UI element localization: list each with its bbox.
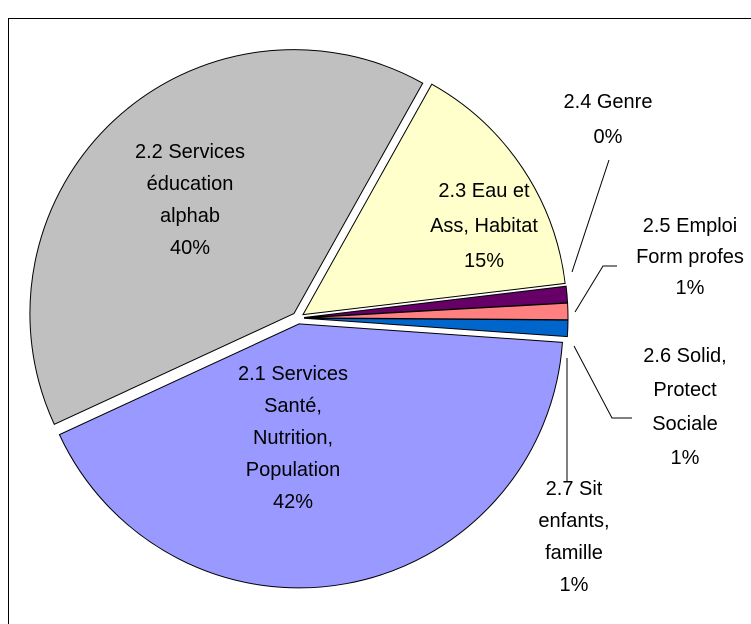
slice-percent: 40% bbox=[170, 237, 210, 259]
slice-label: 2.6 Solid, Protect Sociale bbox=[643, 345, 726, 435]
leader-line bbox=[574, 265, 617, 313]
slice-percent: 15% bbox=[464, 250, 504, 272]
slice-label: 2.4 Genre bbox=[564, 91, 653, 113]
pie-slice bbox=[58, 323, 563, 589]
slice-label: 2.5 Emploi Form profes bbox=[636, 215, 744, 268]
slice-label: 2.7 Sit enfants, famille bbox=[538, 478, 609, 564]
pie-slice bbox=[29, 49, 424, 425]
slice-percent: 0% bbox=[594, 126, 623, 148]
slice-percent: 42% bbox=[273, 491, 313, 513]
pie-slice bbox=[302, 83, 566, 316]
leader-line bbox=[571, 159, 610, 273]
pie-slice bbox=[303, 317, 569, 338]
leader-line bbox=[573, 345, 632, 419]
slice-percent: 1% bbox=[671, 447, 700, 469]
slice-label: 2.3 Eau et Ass, Habitat bbox=[430, 180, 538, 237]
slice-label: 2.1 Services Santé, Nutrition, Population bbox=[238, 363, 348, 481]
slice-percent: 1% bbox=[676, 277, 705, 299]
slice-label: 2.2 Services éducation alphab bbox=[135, 141, 245, 227]
slice-percent: 1% bbox=[560, 574, 589, 596]
